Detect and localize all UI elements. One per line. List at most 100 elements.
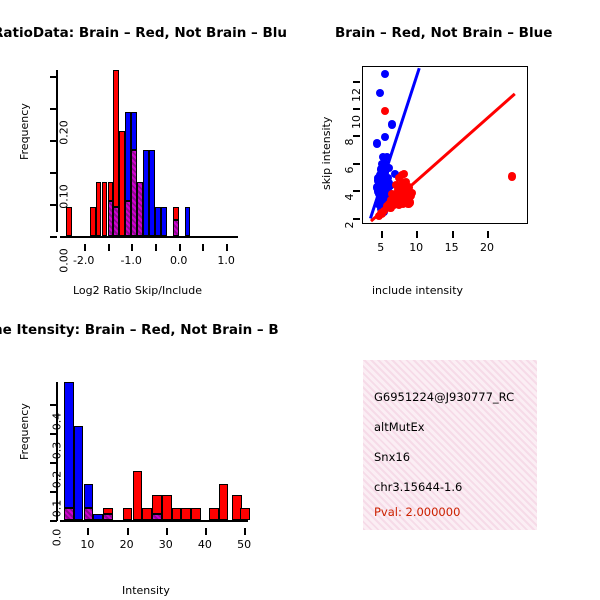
y-tick-label: 0.1 — [50, 499, 64, 518]
ratio-histogram-ylabel: Frequency — [18, 103, 31, 160]
histogram-bar — [232, 495, 243, 520]
histogram-bar — [65, 207, 72, 236]
info-box-locus: chr3.15644-1.6 — [374, 480, 463, 494]
y-tick-mark — [50, 462, 57, 465]
histogram-bar — [63, 508, 74, 520]
y-tick-mark — [353, 190, 360, 193]
ratio-histogram-xlabel: Log2 Ratio Skip/Include — [73, 284, 203, 297]
histogram-bar — [113, 207, 120, 236]
y-tick-mark — [50, 236, 57, 238]
histogram-bar — [152, 514, 162, 520]
intensity-histogram-xlabel: Intensity — [122, 584, 170, 597]
panel-ratio-histogram: RatioData: Brain – Red, Not Brain – Blu … — [0, 0, 300, 300]
y-tick-label: 0.00 — [57, 248, 71, 273]
histogram-bar — [107, 181, 114, 201]
y-tick-label: 2 — [343, 221, 356, 228]
scatter-point — [374, 199, 383, 208]
scatter-point — [385, 164, 394, 173]
histogram-bar — [83, 508, 94, 520]
scatter-point — [390, 169, 400, 178]
x-tick-mark — [87, 528, 90, 535]
scatter-point — [377, 160, 387, 169]
scatter-point — [380, 132, 390, 141]
scatter-point — [382, 153, 392, 162]
y-tick-mark — [353, 162, 360, 165]
y-tick-mark — [50, 433, 57, 436]
scatter-point — [394, 173, 404, 182]
x-tick-label: 10 — [409, 241, 424, 254]
histogram-bar — [119, 130, 126, 236]
y-tick-label: 10 — [350, 115, 363, 130]
histogram-bar — [125, 111, 132, 201]
scatter-point — [390, 192, 400, 202]
y-tick-mark — [353, 135, 360, 138]
x-tick-label: 10 — [80, 538, 95, 551]
y-tick-label: 0.2 — [50, 470, 64, 489]
x-tick-mark — [165, 528, 168, 535]
x-tick-label: 15 — [444, 241, 459, 254]
histogram-bar — [137, 181, 143, 236]
histogram-bar — [83, 483, 94, 509]
scatter-point — [380, 69, 390, 78]
y-tick-mark — [50, 172, 57, 175]
y-tick-mark — [353, 108, 360, 111]
scatter-point — [375, 88, 385, 98]
intensity-histogram-y-axis — [56, 382, 58, 521]
panel-scatter: Brain – Red, Not Brain – Blue skip inten… — [300, 0, 600, 300]
scatter-point — [394, 201, 404, 210]
x-tick-label: 30 — [158, 538, 173, 551]
histogram-bar — [171, 508, 182, 520]
scatter-point — [376, 165, 385, 174]
scatter-point — [373, 139, 382, 148]
scatter-point — [380, 106, 390, 115]
histogram-bar — [154, 207, 161, 236]
histogram-bar — [103, 508, 113, 515]
histogram-bar — [152, 495, 162, 515]
histogram-bar — [181, 508, 192, 520]
y-tick-mark — [50, 76, 57, 79]
histogram-bar — [131, 111, 138, 150]
x-tick-label: 20 — [119, 538, 134, 551]
scatter-point — [375, 212, 384, 221]
histogram-bar — [122, 508, 133, 520]
info-box-pval: Pval: 2.000000 — [374, 505, 461, 519]
panel-intensity-histogram: ne Itensity: Brain – Red, Not Brain – B … — [0, 300, 300, 600]
y-tick-label: 0.4 — [50, 412, 64, 431]
x-tick-label: 40 — [197, 538, 212, 551]
histogram-bar — [107, 200, 114, 236]
histogram-bar — [161, 495, 172, 520]
y-tick-label: 0.0 — [50, 528, 64, 547]
histogram-bar — [149, 149, 155, 236]
scatter-point — [407, 188, 417, 198]
x-tick-label: 1.0 — [217, 254, 235, 267]
intensity-histogram-title: ne Itensity: Brain – Red, Not Brain – B — [0, 322, 279, 338]
histogram-bar — [125, 200, 132, 236]
x-tick-mark — [226, 244, 229, 251]
x-tick-mark — [83, 244, 86, 251]
intensity-histogram-ylabel: Frequency — [18, 403, 31, 460]
scatter-xlabel: include intensity — [372, 284, 464, 297]
y-tick-mark — [353, 217, 360, 220]
x-tick-mark — [380, 231, 383, 238]
x-tick-label: 5 — [377, 241, 385, 254]
x-tick-label: -2.0 — [72, 254, 95, 267]
scatter-ylabel: skip intensity — [320, 116, 333, 190]
x-tick-label: -1.0 — [120, 254, 142, 267]
y-tick-label: 0.3 — [50, 441, 64, 460]
x-tick-mark — [416, 231, 419, 238]
histogram-bar — [191, 508, 201, 520]
x-tick-mark — [204, 528, 207, 535]
scatter-point — [386, 203, 395, 213]
scatter-title: Brain – Red, Not Brain – Blue — [335, 25, 553, 41]
info-box-background — [363, 360, 537, 530]
x-tick-mark — [178, 244, 181, 251]
y-tick-mark — [50, 204, 57, 207]
x-tick-mark — [131, 244, 134, 251]
histogram-bar — [103, 514, 113, 520]
scatter-points-layer — [363, 67, 526, 223]
ratio-histogram-y-axis — [56, 70, 58, 232]
x-tick-mark-minor — [202, 244, 205, 251]
x-tick-mark-minor — [107, 244, 110, 251]
histogram-bar — [63, 382, 74, 509]
ratio-histogram-title: RatioData: Brain – Red, Not Brain – Blu — [0, 25, 288, 41]
